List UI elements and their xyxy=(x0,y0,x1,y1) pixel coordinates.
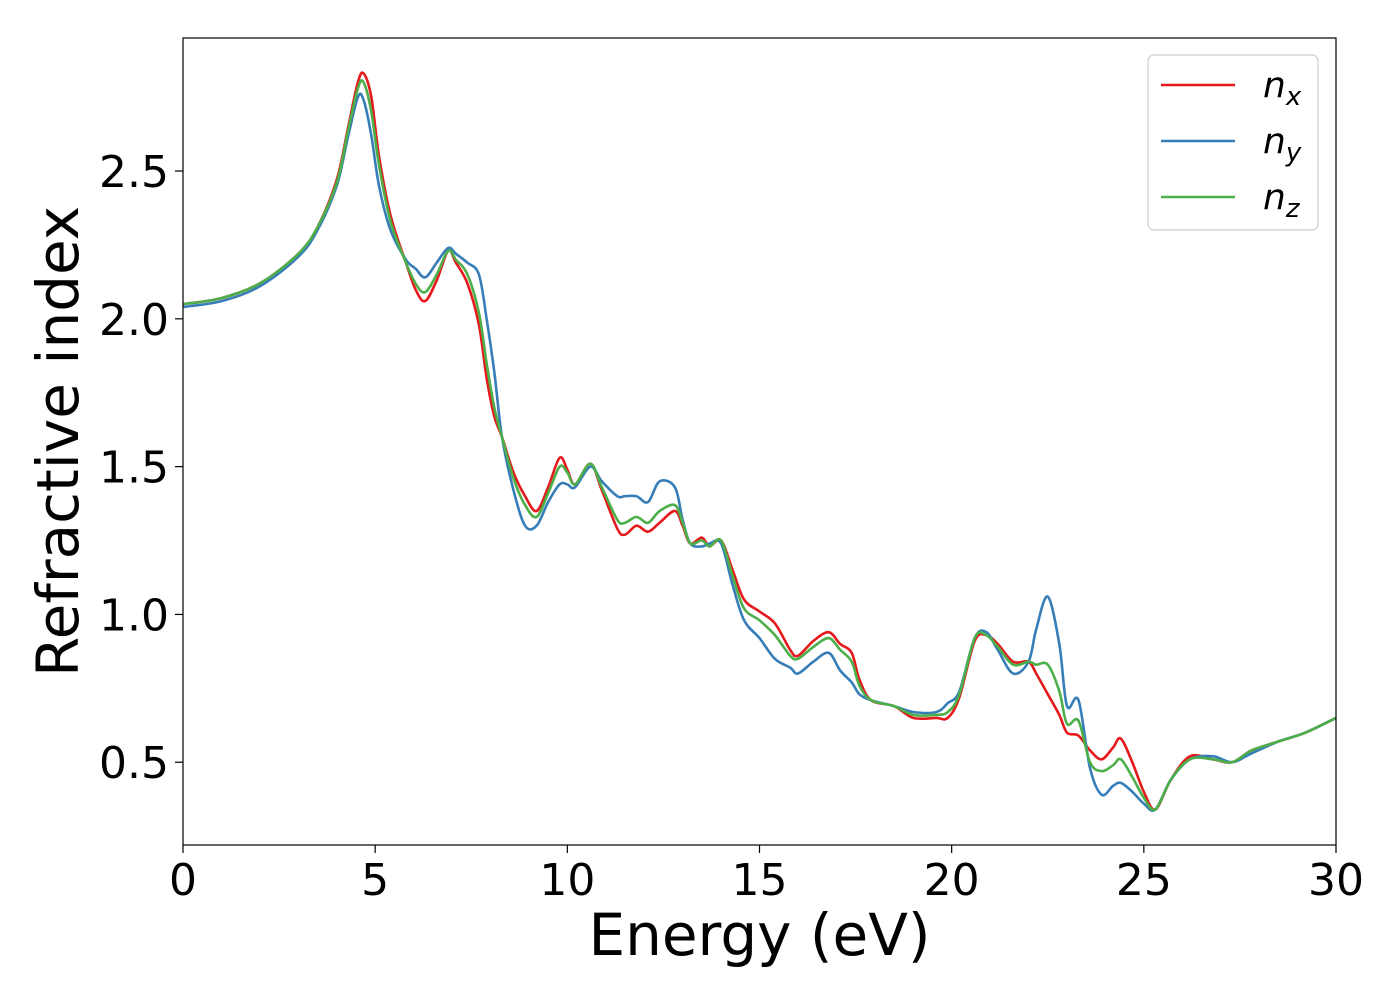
x-tick-label: 10 xyxy=(539,855,595,906)
x-tick-label: 20 xyxy=(924,855,980,906)
x-axis: 0 5 10 15 20 25 30 xyxy=(169,845,1364,906)
series-line-y xyxy=(182,92,1337,812)
x-tick-label: 30 xyxy=(1308,855,1364,906)
x-tick-label: 15 xyxy=(732,855,788,906)
legend-frame xyxy=(1147,54,1319,231)
legend-label-z: nz xyxy=(1263,177,1301,224)
legend-label-y: ny xyxy=(1263,121,1302,168)
x-tick-label: 5 xyxy=(361,855,389,906)
x-axis-title: Energy (eV) xyxy=(588,901,930,969)
y-tick-label: 1.0 xyxy=(99,590,169,641)
x-tick-label: 0 xyxy=(169,855,197,906)
y-tick-label: 1.5 xyxy=(99,443,169,494)
y-axis: 0.5 1.0 1.5 2.0 2.5 xyxy=(99,147,183,789)
series-layer xyxy=(182,71,1337,812)
series-line-z xyxy=(182,79,1337,812)
y-axis-title: Refractive index xyxy=(24,206,92,677)
legend: nx ny nz xyxy=(1147,54,1319,231)
legend-label-x: nx xyxy=(1263,65,1302,112)
y-tick-label: 0.5 xyxy=(99,738,169,789)
y-tick-label: 2.0 xyxy=(99,295,169,346)
y-tick-label: 2.5 xyxy=(99,147,169,198)
x-tick-label: 25 xyxy=(1116,855,1172,906)
